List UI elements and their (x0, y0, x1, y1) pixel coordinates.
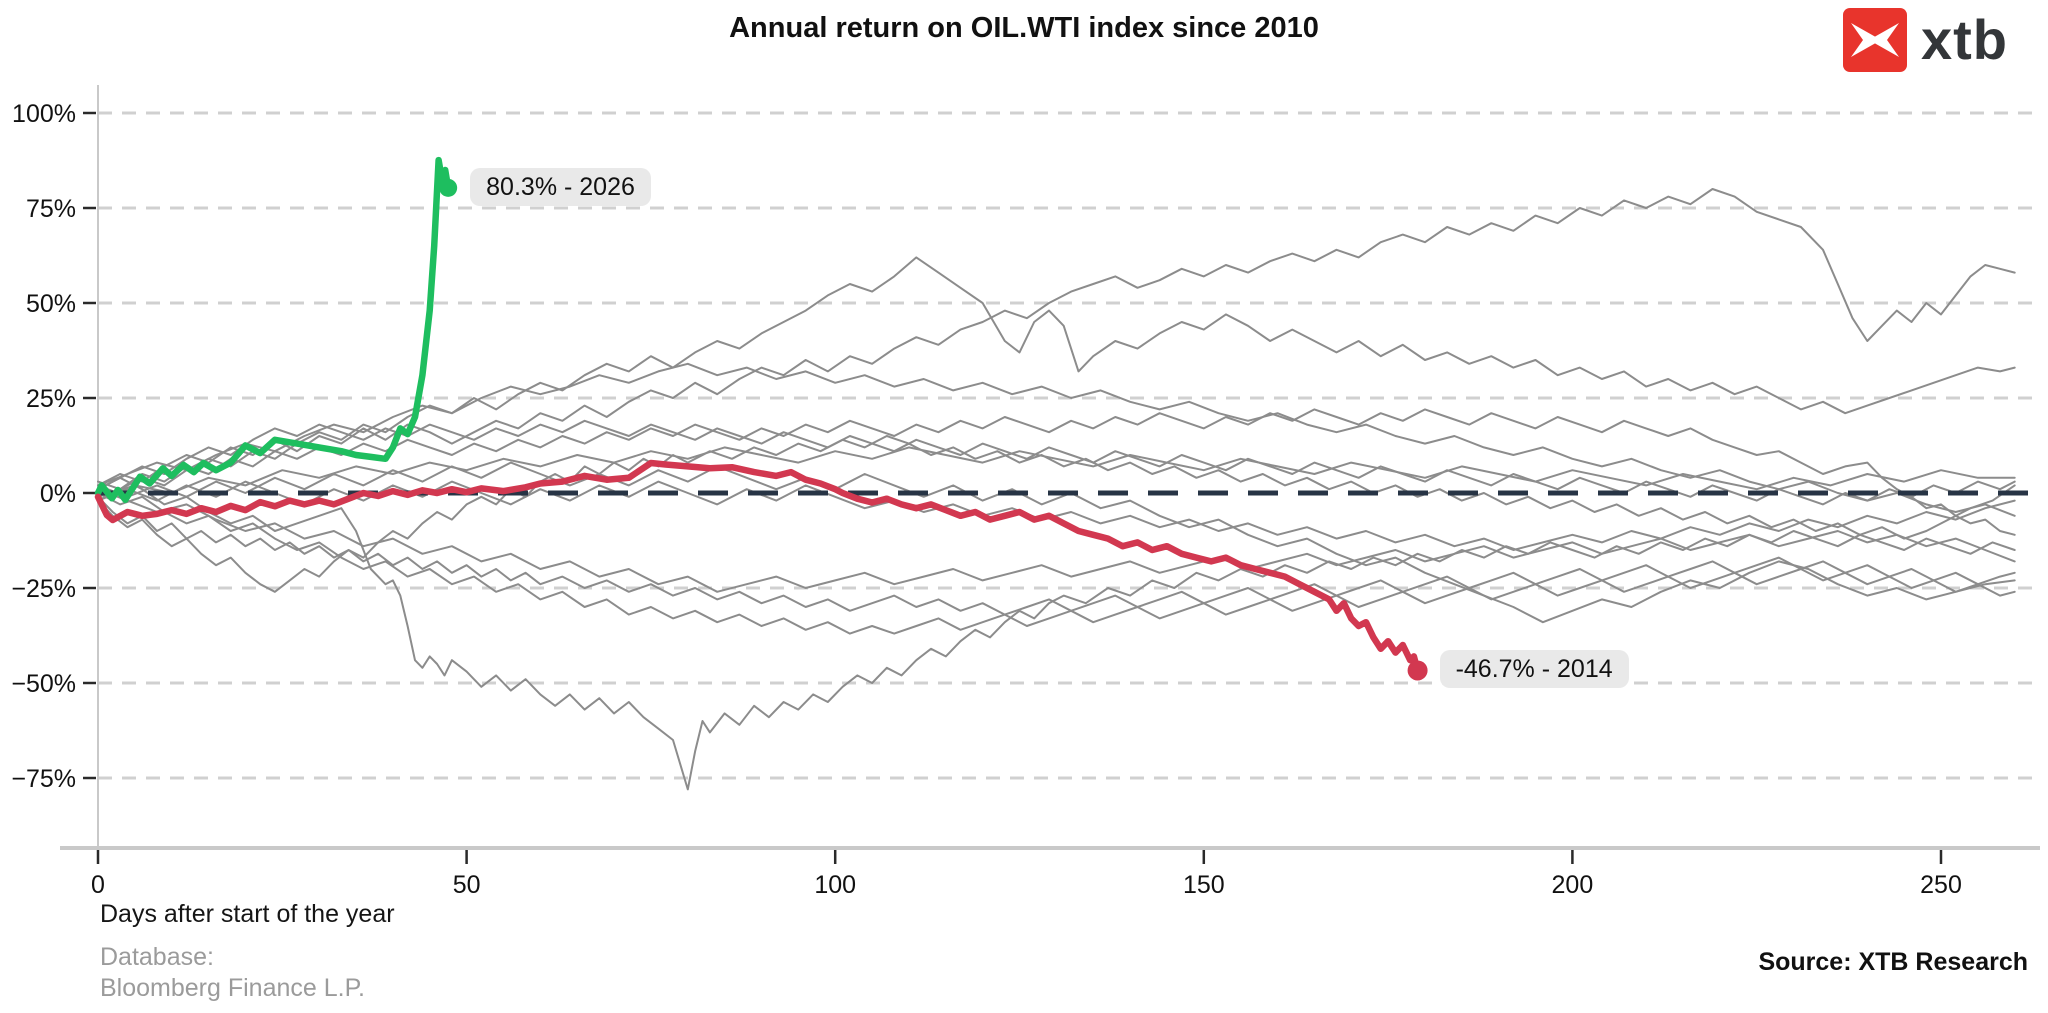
series-line-series-6 (97, 495, 2016, 616)
xtb-logo-text: xtb (1921, 8, 2008, 71)
database-note-line2: Bloomberg Finance L.P. (100, 974, 365, 1002)
annotation-dot-0 (439, 178, 458, 197)
series-line-2014 (94, 459, 1421, 674)
svg-text:50: 50 (453, 871, 481, 899)
series-line-2026 (94, 156, 452, 504)
svg-text:250: 250 (1920, 871, 1962, 899)
svg-text:−75%: −75% (11, 765, 76, 793)
series-line-series-12 (97, 446, 2016, 498)
series-line-series-10 (97, 492, 2016, 635)
database-note: Database: Bloomberg Finance L.P. (100, 942, 365, 1004)
series-line-series-1 (97, 188, 2016, 487)
svg-text:−25%: −25% (11, 575, 76, 603)
svg-text:100%: 100% (12, 100, 76, 128)
svg-text:200: 200 (1552, 871, 1594, 899)
x-axis-label: Days after start of the year (100, 900, 395, 928)
svg-text:50%: 50% (26, 290, 76, 318)
svg-text:25%: 25% (26, 385, 76, 413)
svg-text:150: 150 (1183, 871, 1225, 899)
svg-text:100: 100 (814, 871, 856, 899)
series-line-series-3 (97, 476, 2016, 791)
xtb-logo: xtb (1843, 8, 2008, 72)
annotation-dot-1 (1407, 660, 1428, 681)
series-line-series-2 (97, 256, 2016, 502)
xtb-logo-icon (1843, 8, 1907, 72)
source-note: Source: XTB Research (1758, 948, 2028, 976)
annotation-2014-label: -46.7% - 2014 (1439, 650, 1629, 689)
svg-text:0%: 0% (40, 480, 76, 508)
series-line-series-7 (97, 461, 2016, 624)
chart-title: Annual return on OIL.WTI index since 201… (729, 12, 1319, 44)
annotation-2026-label: 80.3% - 2026 (470, 167, 651, 206)
series-line-series-13 (97, 488, 2016, 593)
svg-text:−50%: −50% (11, 670, 76, 698)
database-note-line1: Database: (100, 943, 214, 971)
series-line-series-5 (97, 408, 2016, 536)
svg-text:0: 0 (91, 871, 105, 899)
svg-text:75%: 75% (26, 195, 76, 223)
